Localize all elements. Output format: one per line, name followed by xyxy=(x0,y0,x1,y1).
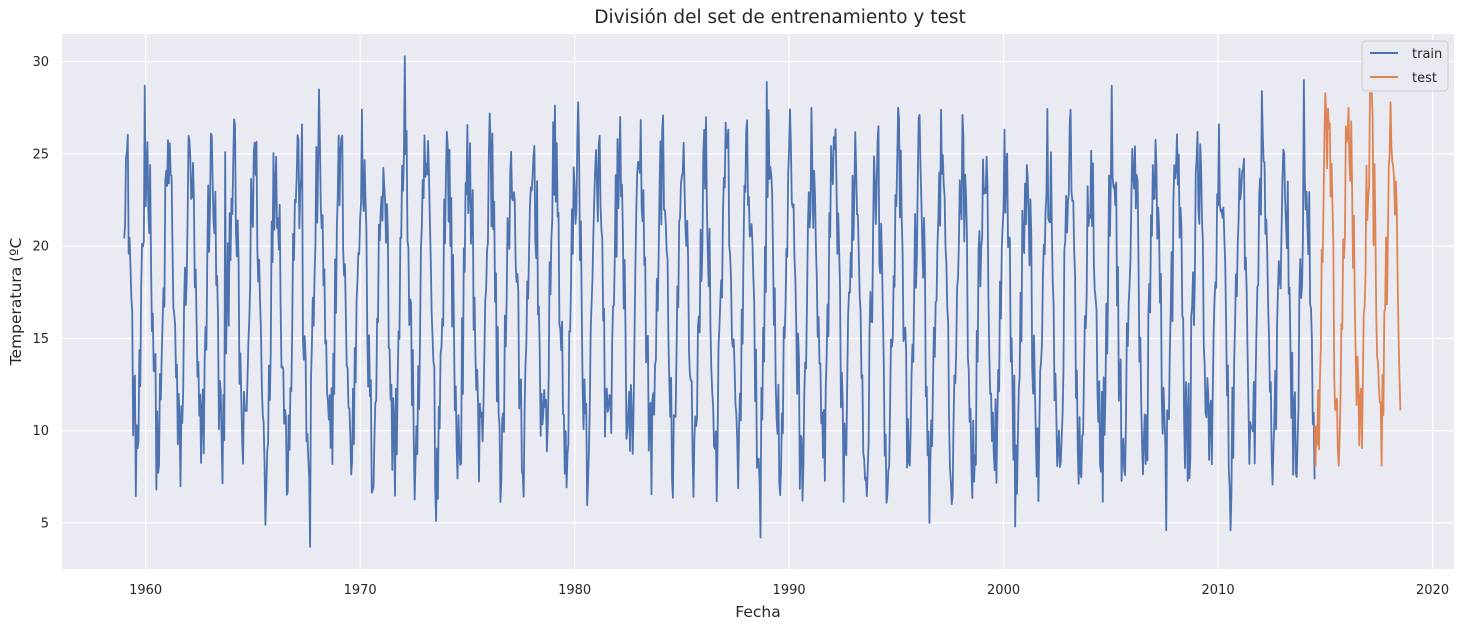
plot-area xyxy=(62,34,1454,569)
grid-lines xyxy=(62,34,1454,569)
y-axis-title: Temperatura (ºC xyxy=(7,238,25,367)
x-tick-label: 1970 xyxy=(344,583,377,598)
legend-label-test: test xyxy=(1412,71,1437,86)
chart-title: División del set de entrenamiento y test xyxy=(594,7,966,28)
series-layer xyxy=(123,55,1402,548)
y-tick-label: 25 xyxy=(32,147,49,162)
y-tick-label: 30 xyxy=(32,55,49,70)
y-tick-label: 20 xyxy=(32,240,49,255)
series-line-train xyxy=(123,55,1316,548)
x-tick-label: 2020 xyxy=(1416,583,1449,598)
x-tick-label: 1960 xyxy=(129,583,162,598)
x-tick-label: 1990 xyxy=(773,583,806,598)
series-line-test xyxy=(1313,92,1402,467)
x-axis-tick-labels: 1960 1970 1980 1990 2000 2010 2020 xyxy=(129,583,1449,598)
y-tick-label: 10 xyxy=(32,424,49,439)
y-tick-label: 15 xyxy=(32,332,49,347)
legend: train test xyxy=(1361,40,1449,92)
x-tick-label: 1980 xyxy=(558,583,591,598)
y-tick-label: 5 xyxy=(41,516,49,531)
x-tick-label: 2000 xyxy=(987,583,1020,598)
x-tick-label: 2010 xyxy=(1202,583,1235,598)
legend-label-train: train xyxy=(1412,47,1442,62)
y-axis-tick-labels: 5 10 15 20 25 30 xyxy=(32,55,49,531)
x-axis-title: Fecha xyxy=(735,603,780,621)
